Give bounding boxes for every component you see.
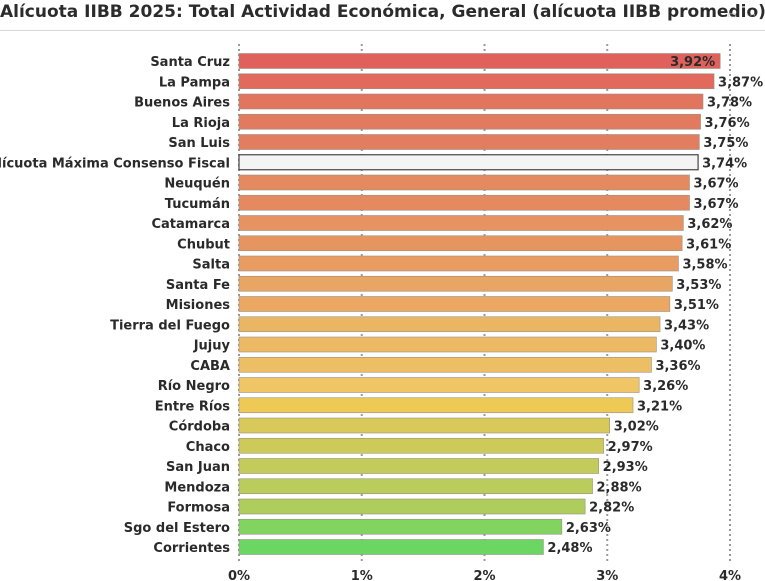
data-label: 3,92% xyxy=(670,55,715,70)
category-label: San Juan xyxy=(166,460,230,475)
category-label: Santa Cruz xyxy=(150,55,230,70)
bar[interactable] xyxy=(238,478,593,495)
category-label: Misiones xyxy=(166,298,231,313)
category-label: Chubut xyxy=(177,237,230,252)
category-label: Tucumán xyxy=(165,197,230,212)
bar[interactable] xyxy=(238,458,599,474)
data-label: 2,63% xyxy=(566,521,611,536)
data-label: 3,74% xyxy=(702,156,747,171)
category-label: Formosa xyxy=(167,501,230,516)
category-label: Sgo del Estero xyxy=(124,521,230,536)
category-label: Corrientes xyxy=(153,541,230,556)
category-label: Buenos Aires xyxy=(134,96,230,111)
category-label: Salta xyxy=(192,258,230,273)
bar[interactable] xyxy=(238,255,679,272)
category-label: Santa Fe xyxy=(166,278,230,293)
title-divider xyxy=(0,30,765,31)
data-label: 3,87% xyxy=(718,75,763,90)
data-label: 3,53% xyxy=(676,278,721,293)
bar[interactable] xyxy=(238,518,563,535)
data-label: 3,58% xyxy=(682,258,727,273)
data-label: 2,82% xyxy=(589,501,634,516)
bar[interactable] xyxy=(238,235,683,252)
data-label: 3,78% xyxy=(707,96,752,111)
bar[interactable] xyxy=(238,296,671,312)
category-label: La Pampa xyxy=(159,75,230,90)
bar[interactable] xyxy=(238,113,701,130)
category-label: Chaco xyxy=(186,440,230,455)
data-label: 3,51% xyxy=(674,298,719,313)
bar[interactable] xyxy=(238,215,684,231)
data-label: 3,43% xyxy=(664,318,709,333)
x-tick-label: 3% xyxy=(596,569,618,581)
visual-options-icon[interactable]: ▭ ⋯ xyxy=(727,10,759,21)
category-label: Córdoba xyxy=(169,420,230,435)
bar[interactable] xyxy=(238,93,704,110)
category-label: La Rioja xyxy=(172,116,230,131)
data-label: 3,62% xyxy=(687,217,732,232)
bar[interactable] xyxy=(238,417,611,434)
bar[interactable] xyxy=(238,134,700,150)
data-label: 3,67% xyxy=(693,177,738,192)
bar[interactable] xyxy=(238,437,604,454)
gridlines xyxy=(238,44,731,563)
bar[interactable] xyxy=(238,336,657,353)
data-label: 3,36% xyxy=(655,359,700,374)
bar[interactable] xyxy=(238,73,715,90)
bar[interactable] xyxy=(238,397,634,414)
category-label: Río Negro xyxy=(158,379,230,394)
category-label: Tierra del Fuego xyxy=(110,318,230,333)
category-label: Alícuota Máxima Consenso Fiscal xyxy=(0,156,230,171)
data-label: 2,97% xyxy=(608,440,653,455)
category-label: Mendoza xyxy=(164,480,230,495)
data-label: 3,40% xyxy=(660,339,705,354)
labels: 0% 1% 2% 3% 4% Santa Cruz 3,92% La Pampa 3,87% Bu… xyxy=(0,55,763,581)
category-label: Neuquén xyxy=(164,177,230,192)
x-tick-label: 1% xyxy=(351,569,373,581)
bar[interactable] xyxy=(238,316,661,333)
bar[interactable] xyxy=(238,275,673,292)
category-label: CABA xyxy=(190,359,230,374)
data-label: 3,21% xyxy=(637,399,682,414)
category-label: San Luis xyxy=(168,136,230,151)
bar[interactable] xyxy=(238,498,586,515)
bar[interactable] xyxy=(238,377,640,393)
bars xyxy=(238,53,721,555)
bar[interactable] xyxy=(238,154,699,171)
bar[interactable] xyxy=(238,174,690,191)
x-tick-label: 0% xyxy=(228,569,250,581)
data-label: 2,48% xyxy=(547,541,592,556)
x-tick-label: 2% xyxy=(473,569,495,581)
bar[interactable] xyxy=(238,356,652,373)
category-label: Catamarca xyxy=(151,217,230,232)
data-label: 3,67% xyxy=(693,197,738,212)
bar[interactable] xyxy=(238,539,544,555)
data-label: 3,75% xyxy=(703,136,748,151)
data-label: 3,76% xyxy=(705,116,750,131)
data-label: 3,61% xyxy=(686,237,731,252)
chart-title: Alícuota IIBB 2025: Total Actividad Econ… xyxy=(0,2,765,22)
data-label: 3,26% xyxy=(643,379,688,394)
bar[interactable] xyxy=(238,194,690,211)
x-tick-label: 4% xyxy=(719,569,741,581)
data-label: 3,02% xyxy=(614,420,659,435)
category-label: Entre Ríos xyxy=(155,399,231,414)
data-label: 2,88% xyxy=(597,480,642,495)
data-label: 2,93% xyxy=(603,460,648,475)
bar[interactable] xyxy=(238,53,721,69)
category-label: Jujuy xyxy=(193,339,231,354)
